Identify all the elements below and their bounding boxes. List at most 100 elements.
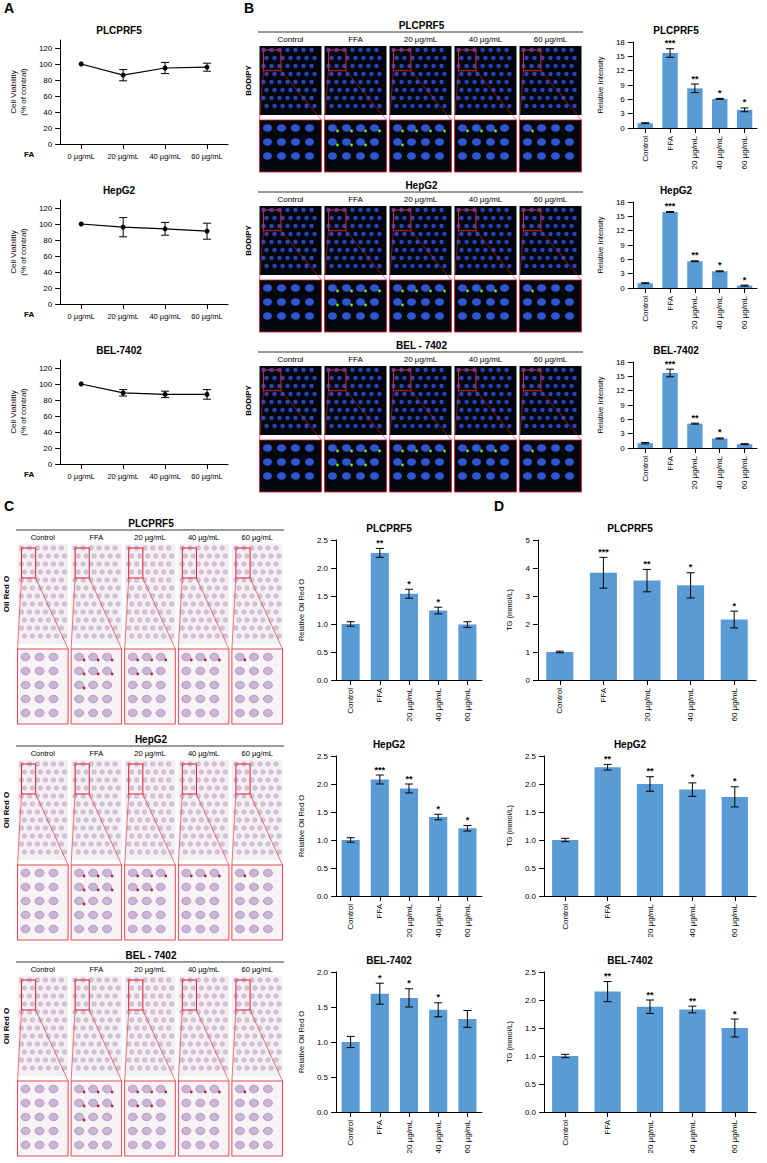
svg-text:**: ** [604, 754, 612, 764]
svg-text:40 µg/mL: 40 µg/mL [434, 687, 443, 721]
svg-text:60 µg/mL: 60 µg/mL [740, 295, 749, 329]
svg-text:1.5: 1.5 [525, 808, 537, 817]
svg-text:FFA: FFA [348, 35, 363, 44]
svg-text:FFA: FFA [666, 135, 675, 150]
svg-text:18: 18 [616, 198, 625, 207]
svg-text:***: *** [665, 38, 676, 48]
svg-text:20 µg/mL: 20 µg/mL [134, 749, 165, 758]
svg-text:20 µg/mL: 20 µg/mL [107, 152, 138, 161]
svg-text:TG (mmol/L): TG (mmol/L) [505, 588, 514, 631]
svg-text:60 µg/mL: 60 µg/mL [191, 312, 222, 321]
svg-text:40 µg/mL: 40 µg/mL [434, 903, 443, 937]
svg-text:Cell Viability: Cell Viability [9, 230, 18, 273]
svg-text:60 µg/mL: 60 µg/mL [463, 1119, 472, 1153]
svg-text:***: *** [665, 201, 676, 211]
svg-text:Control: Control [278, 35, 304, 44]
svg-text:PLCPRF5: PLCPRF5 [128, 518, 174, 529]
svg-text:20 µg/mL: 20 µg/mL [690, 295, 699, 329]
svg-text:**: ** [376, 538, 384, 548]
svg-text:60 µg/mL: 60 µg/mL [463, 903, 472, 937]
svg-text:60 µg/mL: 60 µg/mL [191, 472, 222, 481]
svg-text:Control: Control [346, 688, 355, 714]
svg-text:3: 3 [620, 429, 625, 438]
svg-text:FFA: FFA [666, 295, 675, 310]
svg-text:20 µg/mL: 20 µg/mL [690, 135, 699, 169]
svg-text:12: 12 [616, 386, 625, 395]
svg-text:60: 60 [43, 252, 52, 261]
svg-text:0: 0 [620, 444, 625, 453]
svg-text:20 µg/mL: 20 µg/mL [404, 35, 438, 44]
svg-text:Relative Intensity: Relative Intensity [596, 376, 605, 433]
svg-text:Relative Oil Red O: Relative Oil Red O [297, 795, 306, 857]
svg-text:*: * [436, 597, 440, 607]
svg-text:60 µg/mL: 60 µg/mL [730, 687, 739, 721]
svg-text:Control: Control [31, 533, 56, 542]
svg-text:120: 120 [39, 204, 53, 213]
svg-text:20 µg/mL: 20 µg/mL [405, 1119, 414, 1153]
svg-text:*: * [689, 562, 693, 572]
svg-text:***: *** [598, 547, 609, 557]
svg-text:40 µg/mL: 40 µg/mL [188, 965, 219, 974]
svg-text:Oil Red O: Oil Red O [2, 1008, 11, 1044]
svg-text:FA: FA [24, 310, 34, 319]
svg-text:9: 9 [620, 81, 625, 90]
svg-text:**: ** [647, 990, 655, 1000]
svg-text:18: 18 [616, 38, 625, 47]
svg-text:PLCPRF5: PLCPRF5 [607, 523, 653, 534]
svg-text:2.0: 2.0 [317, 564, 329, 573]
svg-text:60 µg/mL: 60 µg/mL [740, 135, 749, 169]
svg-text:Cell Viability: Cell Viability [9, 390, 18, 433]
svg-text:2.5: 2.5 [317, 536, 329, 545]
svg-text:0.0: 0.0 [525, 892, 537, 901]
svg-text:40 µg/mL: 40 µg/mL [188, 533, 219, 542]
svg-text:1: 1 [526, 648, 531, 657]
svg-text:Oil Red O: Oil Red O [2, 792, 11, 828]
svg-text:20 µg/mL: 20 µg/mL [134, 533, 165, 542]
svg-text:0.5: 0.5 [317, 1073, 329, 1082]
svg-text:20: 20 [43, 124, 52, 133]
svg-text:60 µg/mL: 60 µg/mL [241, 749, 272, 758]
svg-text:Control: Control [346, 1120, 355, 1146]
svg-text:40: 40 [43, 108, 52, 117]
svg-text:(% of contral): (% of contral) [19, 228, 28, 276]
svg-text:6: 6 [620, 255, 625, 264]
svg-text:BODIPY: BODIPY [244, 385, 253, 416]
svg-text:2.0: 2.0 [525, 780, 537, 789]
svg-text:Control: Control [641, 456, 650, 482]
svg-text:Relative Oil Red O: Relative Oil Red O [297, 579, 306, 641]
svg-text:0.5: 0.5 [317, 648, 329, 657]
svg-text:Cell Viability: Cell Viability [9, 70, 18, 113]
svg-text:Control: Control [641, 136, 650, 162]
svg-text:*: * [378, 973, 382, 983]
svg-text:12: 12 [616, 226, 625, 235]
svg-text:6: 6 [620, 95, 625, 104]
svg-text:Control: Control [278, 195, 304, 204]
svg-text:60 µg/mL: 60 µg/mL [534, 195, 568, 204]
svg-text:Control: Control [31, 749, 56, 758]
svg-text:60 µg/mL: 60 µg/mL [241, 965, 272, 974]
svg-text:BEL - 7402: BEL - 7402 [126, 950, 177, 961]
svg-text:20 µg/mL: 20 µg/mL [404, 195, 438, 204]
svg-text:2.0: 2.0 [317, 780, 329, 789]
svg-text:***: *** [665, 359, 676, 369]
svg-text:FFA: FFA [599, 687, 608, 702]
svg-text:60 µg/mL: 60 µg/mL [534, 355, 568, 364]
svg-text:20 µg/mL: 20 µg/mL [107, 472, 138, 481]
svg-text:FFA: FFA [603, 1119, 612, 1134]
svg-text:*: * [407, 579, 411, 589]
svg-text:Control: Control [561, 904, 570, 930]
svg-text:BEL-7402: BEL-7402 [607, 955, 653, 966]
svg-text:Control: Control [641, 296, 650, 322]
svg-text:PLCPRF5: PLCPRF5 [366, 523, 412, 534]
svg-text:1.0: 1.0 [317, 1038, 329, 1047]
svg-text:TG (mmol/L): TG (mmol/L) [505, 804, 514, 847]
svg-text:HepG2: HepG2 [614, 739, 647, 750]
svg-text:80: 80 [43, 236, 52, 245]
svg-text:0 µg/mL: 0 µg/mL [68, 472, 95, 481]
svg-text:100: 100 [39, 60, 53, 69]
svg-text:0.0: 0.0 [525, 1108, 537, 1117]
svg-text:TG (mmol/L): TG (mmol/L) [505, 1020, 514, 1063]
svg-text:BEL-7402: BEL-7402 [653, 345, 699, 356]
svg-text:1.5: 1.5 [317, 1003, 329, 1012]
svg-text:3: 3 [526, 592, 531, 601]
